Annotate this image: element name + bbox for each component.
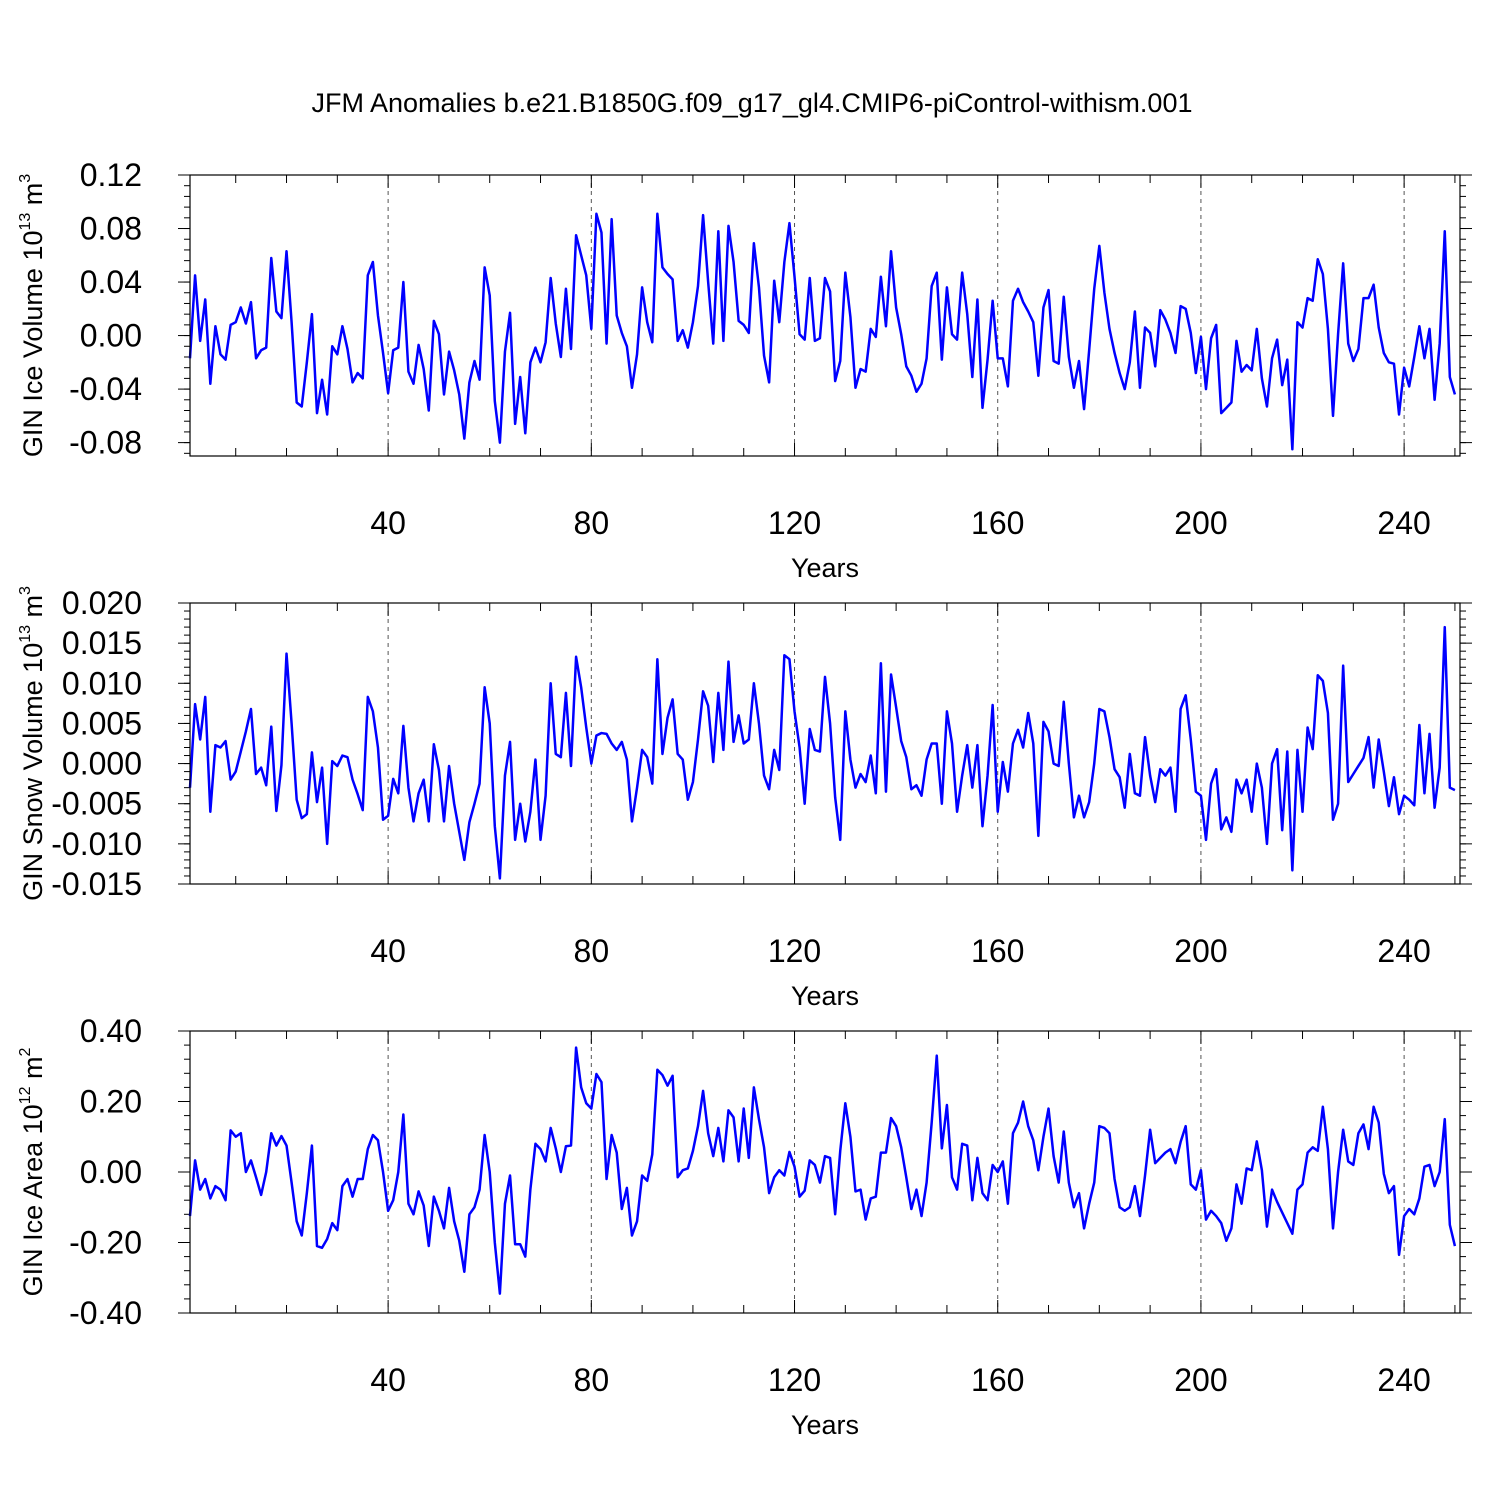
series-line (188, 625, 1456, 880)
x-tick-label: 200 (1174, 1362, 1227, 1398)
y-axis-label: GIN Ice Area 1012 m2 (17, 1048, 48, 1297)
y-tick-label: 0.005 (62, 705, 142, 741)
y-tick-label: 0.20 (80, 1084, 142, 1120)
y-tick-label: -0.08 (69, 425, 142, 461)
y-tick-label: 0.40 (80, 1013, 142, 1049)
x-axis-label: Years (791, 981, 859, 1011)
y-tick-label: -0.20 (69, 1225, 142, 1261)
x-tick-label: 120 (768, 505, 821, 541)
series-line (188, 212, 1457, 451)
y-tick-label: 0.000 (62, 746, 142, 782)
x-tick-label: 240 (1377, 505, 1430, 541)
y-tick-label: 0.00 (80, 1154, 142, 1190)
x-axis-label: Years (791, 553, 859, 583)
x-tick-label: 80 (574, 505, 610, 541)
x-tick-label: 40 (370, 505, 406, 541)
x-tick-label: 160 (971, 1362, 1024, 1398)
y-tick-label: 0.00 (80, 318, 142, 354)
x-axis-label: Years (791, 1410, 859, 1440)
x-tick-label: 160 (971, 505, 1024, 541)
y-tick-label: 0.010 (62, 665, 142, 701)
y-tick-label: -0.40 (69, 1295, 142, 1331)
plot-frame (189, 174, 1461, 457)
plot-frame (189, 1030, 1461, 1314)
chart-title: JFM Anomalies b.e21.B1850G.f09_g17_gl4.C… (312, 88, 1193, 118)
y-tick-label: 0.020 (62, 585, 142, 621)
y-axis-label: GIN Snow Volume 1013 m3 (17, 586, 48, 901)
x-tick-label: 200 (1174, 505, 1227, 541)
panel-3: -0.40 -0.20 0.00 0.20 0.40 40 80 120 160 200 240 Ye… (17, 1013, 1472, 1440)
x-tick-label: 40 (370, 933, 406, 969)
y-tick-label: 0.08 (80, 211, 142, 247)
panel-2: -0.015 -0.010 -0.005 0.000 0.005 0.010 0.015 0.… (17, 585, 1472, 1011)
y-tick-label: -0.015 (51, 866, 142, 902)
y-tick-label: 0.04 (80, 264, 142, 300)
y-tick-label: -0.04 (69, 371, 142, 407)
x-tick-label: 160 (971, 933, 1024, 969)
series-line (188, 1046, 1457, 1295)
x-tick-label: 200 (1174, 933, 1227, 969)
x-tick-label: 120 (768, 933, 821, 969)
plot-frame (189, 602, 1461, 885)
x-tick-label: 80 (574, 933, 610, 969)
y-axis-label: GIN Ice Volume 1013 m3 (17, 174, 48, 457)
y-tick-label: -0.005 (51, 786, 142, 822)
x-tick-label: 240 (1377, 1362, 1430, 1398)
x-tick-label: 80 (574, 1362, 610, 1398)
y-tick-label: 0.015 (62, 625, 142, 661)
panel-1: -0.08 -0.04 0.00 0.04 0.08 0.12 40 80 120 160 200 2… (17, 157, 1472, 583)
x-tick-label: 120 (768, 1362, 821, 1398)
x-tick-label: 40 (370, 1362, 406, 1398)
y-tick-label: -0.010 (51, 826, 142, 862)
x-tick-label: 240 (1377, 933, 1430, 969)
y-tick-label: 0.12 (80, 157, 142, 193)
